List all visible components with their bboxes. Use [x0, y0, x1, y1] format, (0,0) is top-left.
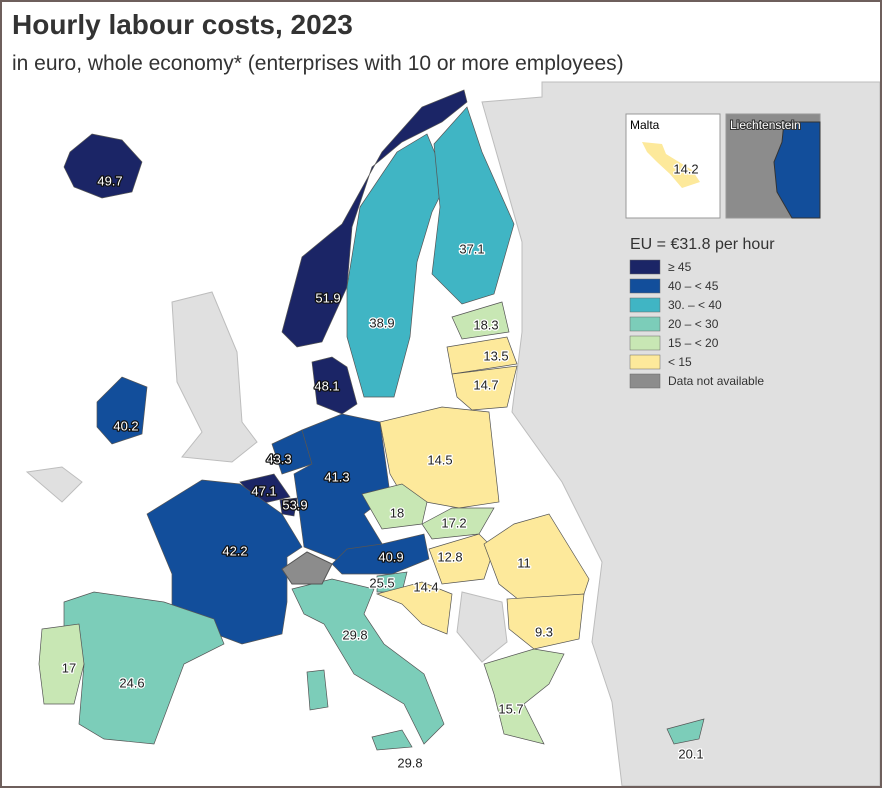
value-label: 47.1	[251, 483, 276, 498]
country	[428, 533, 495, 585]
no-data-country	[281, 551, 333, 585]
country	[293, 413, 391, 563]
country	[96, 376, 148, 445]
country	[38, 623, 85, 705]
legend-swatch	[629, 316, 661, 332]
value-label: 40.9	[378, 549, 403, 564]
value-label: 49.7	[97, 173, 122, 188]
value-label: 53.9	[282, 497, 307, 512]
value-label: 24.6	[119, 675, 144, 690]
value-label: 29.8	[397, 755, 422, 770]
legend-swatch	[629, 373, 661, 389]
title: Hourly labour costs, 2023	[12, 9, 353, 40]
country	[375, 581, 453, 635]
legend-label: < 15	[668, 355, 692, 369]
country	[483, 648, 565, 745]
legend-swatch	[629, 354, 661, 370]
value-label: 17	[62, 660, 76, 675]
country	[451, 301, 510, 340]
country	[431, 106, 515, 305]
value-label: 14.5	[427, 452, 452, 467]
legend-label: 30. – < 40	[668, 298, 722, 312]
non-eu-land	[25, 81, 880, 786]
value-label: 17.2	[441, 515, 466, 530]
legend-swatch	[629, 278, 661, 294]
value-label: 14.2	[673, 161, 698, 176]
regions	[38, 89, 705, 751]
legend-label: 15 – < 20	[668, 336, 719, 350]
value-label: 41.3	[324, 469, 349, 484]
country	[361, 483, 428, 530]
legend-label: ≥ 45	[668, 260, 692, 274]
value-label: 11	[517, 555, 531, 570]
inset-label: Liechtenstein	[730, 118, 801, 132]
value-label: 20.1	[678, 746, 703, 761]
value-label: 9.3	[535, 624, 553, 639]
value-label: 37.1	[459, 241, 484, 256]
malta	[642, 142, 700, 188]
value-label: 18.3	[473, 317, 498, 332]
legend-title: EU = €31.8 per hour	[630, 236, 775, 253]
value-label: 38.9	[369, 315, 394, 330]
legend-swatch	[629, 297, 661, 313]
labels: 49.7 51.9 38.9 37.1 48.1 18.3 13.5 14.7 40.2 43.3…	[61, 172, 705, 772]
country	[281, 89, 468, 348]
country	[421, 507, 495, 540]
country	[379, 406, 500, 509]
value-label: 40.2	[113, 418, 138, 433]
value-label: 15.7	[498, 701, 523, 716]
country	[346, 133, 448, 398]
value-label: 13.5	[483, 348, 508, 363]
value-label: 14.4	[413, 579, 438, 594]
legend-label: 20 – < 30	[668, 317, 719, 331]
value-label: 18	[390, 505, 404, 520]
country	[311, 356, 358, 415]
value-label: 42.2	[222, 543, 247, 558]
value-label: 43.3	[266, 451, 291, 466]
value-label: 48.1	[314, 378, 339, 393]
country	[506, 593, 585, 650]
inset-label: Malta	[630, 118, 660, 132]
value-label: 29.8	[342, 627, 367, 642]
country	[63, 133, 143, 199]
liechtenstein	[773, 121, 821, 219]
country	[279, 497, 298, 517]
subtitle: in euro, whole economy* (enterprises wit…	[12, 52, 624, 75]
value-label: 51.9	[315, 290, 340, 305]
legend: ≥ 45 40 – < 45 30. – < 40 20 – < 30 15 – < 2…	[629, 259, 764, 389]
legend-label: 40 – < 45	[668, 279, 719, 293]
country	[483, 513, 590, 605]
value-label: 25.5	[369, 575, 394, 590]
legend-swatch	[629, 335, 661, 351]
country	[446, 336, 518, 375]
legend-swatch	[629, 259, 661, 275]
country	[291, 578, 445, 751]
value-label: 14.7	[473, 377, 498, 392]
country	[331, 533, 430, 575]
legend-label: Data not available	[668, 374, 764, 388]
country	[451, 365, 518, 411]
country	[666, 718, 705, 745]
value-label: 12.8	[437, 549, 462, 564]
